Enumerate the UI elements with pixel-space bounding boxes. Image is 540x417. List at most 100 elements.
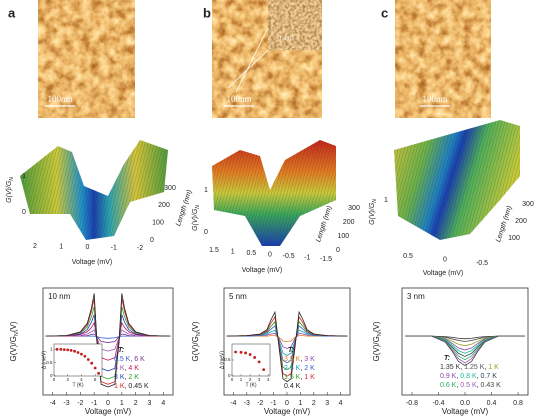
y-tick-label: 300: [348, 205, 360, 212]
x-tick-label: 4: [80, 377, 83, 382]
x-tick-label: -1.5: [320, 256, 332, 263]
point: [244, 351, 247, 355]
x-tick-label: 3: [148, 400, 152, 407]
legend-entry: 2 K: [128, 374, 139, 381]
legend-entry: 1 K: [488, 364, 499, 371]
y-axis-label-sub: N: [14, 332, 20, 336]
point: [69, 349, 73, 352]
point: [93, 366, 97, 370]
y-tick-label: 100: [337, 233, 349, 240]
z-tick-label: 1: [204, 187, 208, 194]
x-axis-label: Voltage (mV): [442, 407, 489, 416]
series-line: [405, 335, 525, 347]
x-tick-label: -2: [137, 245, 143, 252]
y-axis-label: Δ (meV): [219, 351, 225, 369]
z-axis-label: G(V)/GN: [369, 199, 378, 225]
x-tick-label: -1: [270, 400, 276, 407]
legend-separator: ,: [456, 382, 458, 389]
x-tick-label: 1: [298, 400, 302, 407]
x-tick-label: 2: [66, 377, 69, 382]
z-axis-label: G(V)/GN: [6, 177, 15, 203]
y-tick-label: 200: [343, 219, 355, 226]
legend-row: 5 K, 4 K: [114, 365, 139, 372]
x-tick-label: -3: [244, 400, 250, 407]
y-tick-label: 0: [336, 247, 340, 254]
z-axis-label-part: G(V)/G: [369, 202, 376, 225]
inset-scale-label: 1 nm: [279, 35, 292, 41]
point: [90, 361, 94, 365]
point: [234, 350, 238, 354]
x-tick-label: 0: [53, 377, 56, 382]
x-tick-label: 2: [312, 400, 316, 407]
legend-entry: 1 K: [114, 383, 125, 390]
point: [253, 356, 257, 359]
y-axis-label-part: (V): [191, 321, 200, 332]
scale-label: 100nm: [422, 94, 447, 104]
point: [80, 352, 83, 356]
y-tick-label: 200: [515, 218, 527, 225]
x-axis-label: T (K): [245, 382, 256, 388]
legend-separator: ,: [300, 374, 302, 381]
legend-entry: 6.5 K: [114, 356, 131, 363]
x-axis-label: Voltage (mV): [85, 407, 132, 416]
y-axis-label: G(V)/GN(V): [9, 321, 20, 361]
z-tick-label: 1: [384, 197, 388, 204]
y-axis-label: G(V)/GN(V): [372, 321, 383, 361]
x-tick-label: 0: [86, 244, 90, 251]
legend-separator: ,: [125, 365, 127, 372]
y-tick-label: 300: [522, 201, 534, 208]
afm-image: [38, 0, 135, 118]
x-tick-label: -1: [111, 244, 117, 251]
x-tick-label: 0: [231, 377, 234, 382]
x-tick-label: 1: [120, 400, 124, 407]
y-tick-label: 0: [50, 373, 53, 378]
x-tick-label: -4: [50, 400, 56, 407]
series-line: [405, 335, 525, 351]
legend-entry: 6 K: [134, 356, 145, 363]
legend-separator: ,: [130, 356, 132, 363]
legend-entry: 3 K: [114, 374, 125, 381]
legend-separator: ,: [125, 383, 127, 390]
x-tick-label: 0.8: [513, 400, 523, 407]
legend-entry: 0.45 K: [128, 383, 149, 390]
y-axis-label-sub: N: [196, 332, 202, 336]
legend-row: 1 K, 0.45 K: [114, 383, 149, 390]
x-tick-label: 1: [231, 248, 235, 255]
x-tick-label: 2: [249, 377, 252, 382]
point: [262, 368, 266, 371]
x-tick-label: 2: [134, 400, 138, 407]
series-line: [45, 329, 171, 352]
legend-entry: 0.4 K: [284, 383, 301, 390]
x-tick-label: -0.5: [283, 253, 295, 260]
series-line: [226, 325, 348, 364]
x-tick-label: 2: [33, 243, 37, 250]
point: [76, 351, 80, 354]
y-tick-label: 0.5: [46, 360, 53, 365]
legend-separator: ,: [484, 364, 486, 371]
y-axis-label: Length (nm): [175, 189, 193, 227]
zoom-line: [235, 27, 269, 93]
annotation: 5 nm: [229, 292, 247, 301]
legend-entry: 0.6 K: [440, 382, 457, 389]
point: [59, 347, 63, 351]
x-tick-label: 4: [161, 400, 165, 407]
point: [86, 358, 90, 361]
image-inset: [267, 0, 323, 51]
series-line: [226, 310, 348, 383]
legend-title: T:: [118, 347, 124, 354]
x-tick-label: 1.5: [209, 247, 219, 254]
point: [55, 347, 59, 351]
annotation: 3 nm: [407, 292, 425, 301]
panel-label: a: [8, 5, 16, 20]
series-line: [405, 335, 525, 364]
series-line: [45, 306, 171, 380]
y-axis-label-part: G(V)/G: [9, 336, 18, 361]
legend-entry: 0.5 K: [460, 382, 477, 389]
scale-label: 100nm: [47, 94, 72, 104]
x-tick-label: -4: [230, 400, 236, 407]
series-line: [226, 320, 348, 370]
series-line: [226, 329, 348, 356]
x-tick-label: 0: [106, 400, 110, 407]
series-line: [45, 314, 171, 372]
